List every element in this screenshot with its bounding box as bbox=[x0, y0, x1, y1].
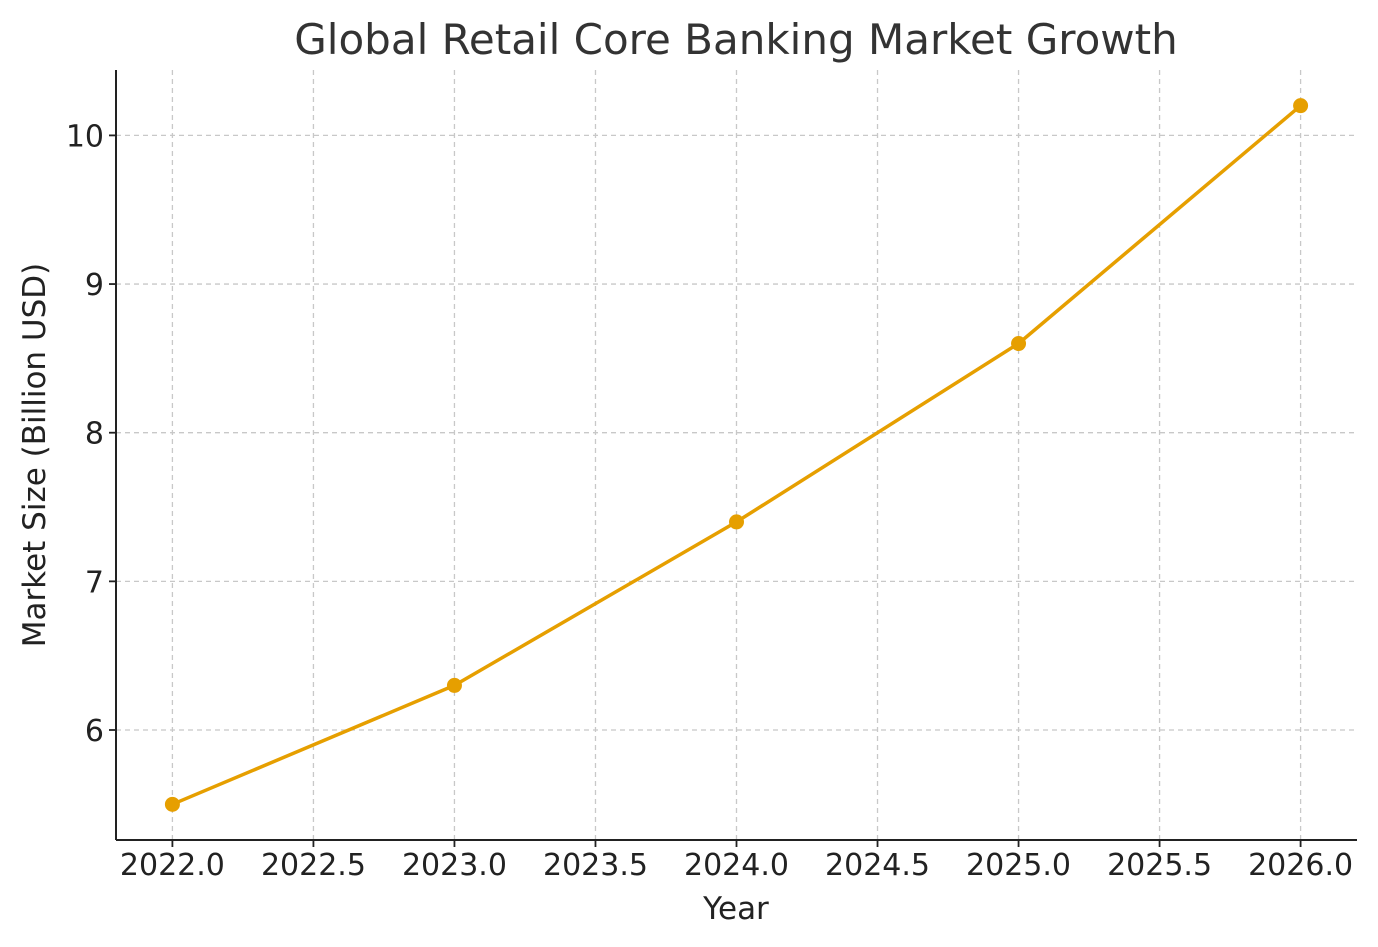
ticks: 2022.0 2022.5 2023.0 2023.5 2024.0 2024.5 2025… bbox=[66, 119, 1353, 883]
grid bbox=[116, 70, 1357, 840]
chart-title: Global Retail Core Banking Market Growth bbox=[294, 15, 1177, 64]
y-tick-label: 7 bbox=[85, 565, 104, 600]
y-tick-label: 6 bbox=[85, 714, 104, 749]
x-tick-label: 2024.0 bbox=[684, 848, 789, 883]
y-axis-label: Market Size (Billion USD) bbox=[17, 263, 53, 648]
x-tick-label: 2022.5 bbox=[261, 848, 366, 883]
x-tick-label: 2023.5 bbox=[543, 848, 648, 883]
x-tick-label: 2026.0 bbox=[1248, 848, 1353, 883]
x-tick-label: 2023.0 bbox=[402, 848, 507, 883]
data-point bbox=[1011, 336, 1027, 352]
data-point bbox=[446, 677, 462, 693]
x-tick-label: 2025.5 bbox=[1107, 848, 1212, 883]
x-tick-label: 2025.0 bbox=[966, 848, 1071, 883]
x-axis-label: Year bbox=[702, 891, 769, 927]
y-tick-label: 10 bbox=[66, 119, 104, 154]
series-layer bbox=[164, 98, 1309, 812]
axes bbox=[115, 70, 1357, 841]
x-tick-label: 2022.0 bbox=[120, 848, 225, 883]
y-tick-label: 9 bbox=[85, 268, 104, 303]
x-tick-label: 2024.5 bbox=[825, 848, 930, 883]
series-line bbox=[170, 103, 1303, 807]
data-point bbox=[729, 514, 744, 530]
data-point bbox=[1293, 98, 1309, 114]
y-tick-label: 8 bbox=[85, 417, 104, 452]
data-point bbox=[164, 796, 180, 812]
